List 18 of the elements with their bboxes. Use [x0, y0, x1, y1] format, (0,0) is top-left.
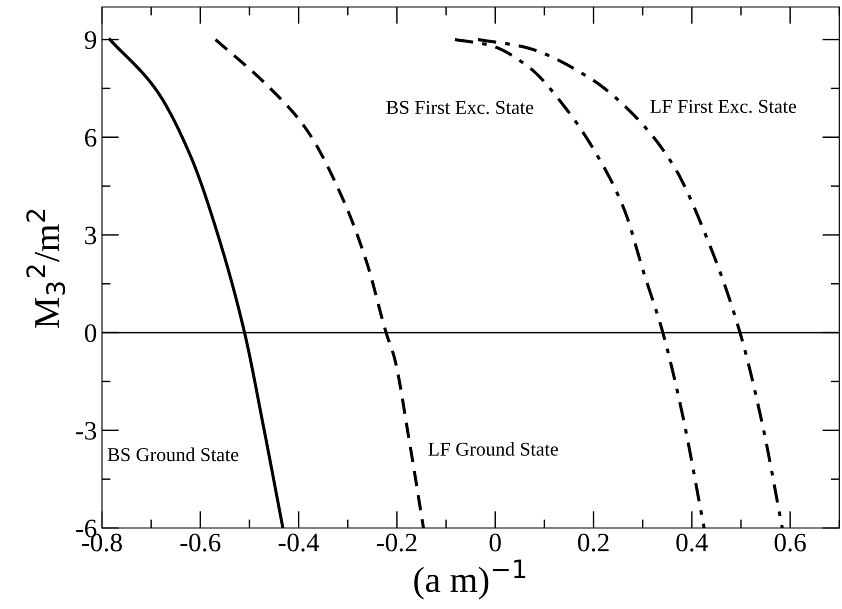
y-tick-label: -3	[76, 422, 96, 440]
y-tick-label: 3	[85, 226, 96, 244]
y-tick-label: 0	[84, 324, 96, 342]
annotation: LF First Exc. State	[650, 100, 796, 114]
x-tick-label: 0.4	[676, 534, 708, 552]
x-tick-label: 0.6	[774, 534, 806, 552]
x-tick-label: -0.2	[377, 534, 416, 552]
annotation: LF Ground State	[428, 442, 558, 456]
x-tick-label: 0	[490, 534, 501, 552]
x-tick-label: 0.2	[578, 534, 609, 552]
y-tick-label: 6	[85, 128, 96, 147]
y-tick-label: 9	[84, 31, 96, 49]
x-tick-label: -0.4	[278, 534, 320, 552]
annotation: BS First Exc. State	[386, 100, 534, 114]
x-tick-label: -0.6	[180, 534, 220, 552]
annotation: BS Ground State	[108, 448, 238, 462]
y-axis-title: M$_{3}$$^{2}$/m$^{2}$	[26, 210, 66, 328]
x-axis-title: (a m)$^{−1}$	[414, 560, 526, 600]
